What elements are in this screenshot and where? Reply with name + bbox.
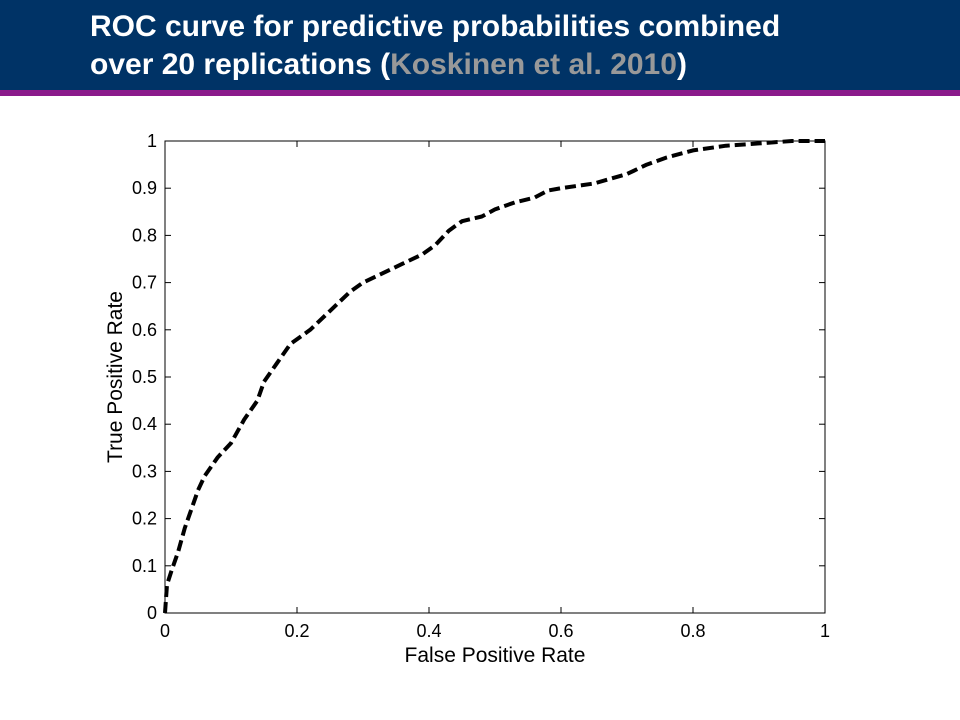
y-tick-label: 0.4 [132, 414, 157, 434]
y-tick-label: 0.8 [132, 225, 157, 245]
x-tick-label: 0.8 [680, 621, 705, 641]
plot-area [164, 140, 826, 614]
y-tick-label: 0.2 [132, 509, 157, 529]
y-tick-label: 1 [147, 131, 157, 151]
title-line-2-close: ) [676, 48, 687, 81]
y-tick-label: 0 [147, 603, 157, 623]
y-axis-label: True Positive Rate [104, 291, 127, 463]
tick-labels: 0 0.2 0.4 0.6 0.8 1 0 0.1 0.2 0.3 0.4 0.5 0.6 0.7 0.8 0… [132, 131, 830, 641]
series-group [163, 139, 825, 614]
x-tick-label: 0.6 [548, 621, 573, 641]
y-tick-label: 0.9 [132, 178, 157, 198]
title-line-2-text: over 20 replications ( [90, 48, 391, 81]
title-line-2: over 20 replications (Koskinen et al. 20… [90, 46, 950, 84]
x-tick-label: 0 [160, 621, 170, 641]
y-tick-label: 0.1 [132, 556, 157, 576]
x-tick-label: 0.2 [284, 621, 309, 641]
title-line-1: ROC curve for predictive probabilities c… [90, 10, 781, 43]
y-tick-label: 0.3 [132, 461, 157, 481]
roc-curve-line [163, 139, 825, 614]
x-tick-label: 1 [820, 621, 830, 641]
accent-rule [0, 90, 960, 96]
y-tick-label: 0.7 [132, 273, 157, 293]
x-tick-label: 0.4 [416, 621, 441, 641]
citation-link[interactable]: Koskinen et al. 2010 [390, 48, 677, 81]
x-axis-label: False Positive Rate [405, 644, 586, 667]
y-tick-label: 0.5 [132, 367, 157, 387]
slide-title: ROC curve for predictive probabilities c… [90, 8, 950, 84]
title-bar [0, 0, 960, 90]
y-tick-label: 0.6 [132, 320, 157, 340]
